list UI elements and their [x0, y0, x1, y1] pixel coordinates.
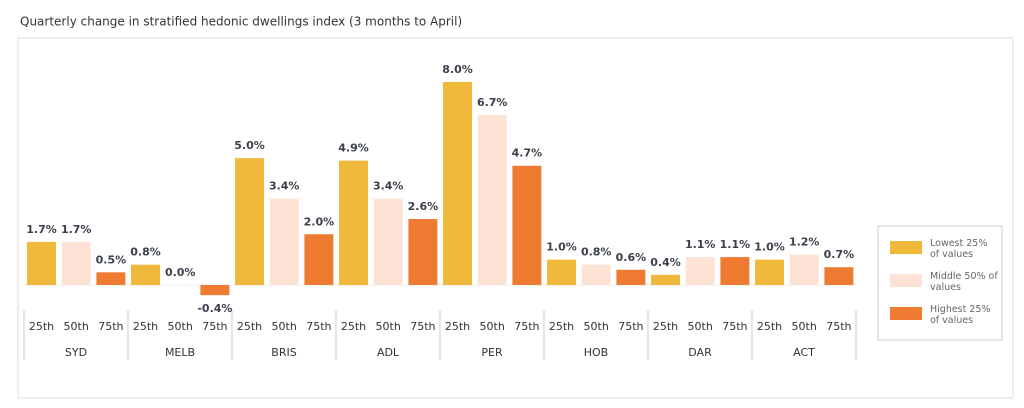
value-label: 6.7%: [477, 96, 508, 109]
value-label: 5.0%: [234, 139, 265, 152]
bar: [96, 272, 126, 285]
sub-tick-label: 50th: [168, 320, 193, 333]
bar: [373, 198, 403, 285]
bar: [61, 241, 91, 285]
x-tick-label: HOB: [584, 346, 608, 359]
bar: [720, 257, 750, 285]
legend-item: Middle 50% of values: [930, 271, 998, 293]
bar: [304, 234, 334, 285]
bar: [131, 264, 160, 285]
value-label: 4.9%: [338, 142, 369, 155]
value-label: 0.8%: [130, 246, 161, 259]
sub-tick-label: 50th: [584, 320, 609, 333]
bar: [547, 259, 576, 285]
bar: [512, 165, 542, 285]
value-label: -0.4%: [197, 302, 232, 315]
value-label: 0.6%: [616, 251, 647, 264]
sub-tick-label: 25th: [445, 320, 470, 333]
value-label: 0.4%: [650, 256, 681, 269]
bar: [165, 285, 195, 286]
x-tick-label: SYD: [65, 346, 87, 359]
bar: [581, 264, 611, 285]
sub-tick-label: 75th: [202, 320, 227, 333]
x-tick-label: ACT: [793, 346, 815, 359]
sub-tick-label: 75th: [722, 320, 747, 333]
bar: [477, 114, 507, 285]
sub-tick-label: 75th: [618, 320, 643, 333]
bar: [200, 285, 230, 296]
sub-tick-label: 25th: [653, 320, 678, 333]
value-label: 0.7%: [824, 248, 855, 261]
value-label: 1.7%: [61, 223, 92, 236]
value-label: 1.1%: [720, 238, 751, 251]
x-tick-label: MELB: [165, 346, 195, 359]
legend-item: Lowest 25% of values: [930, 238, 988, 260]
legend-swatch: [890, 241, 922, 254]
value-label: 3.4%: [373, 180, 404, 193]
value-label: 1.7%: [26, 223, 57, 236]
bar: [269, 198, 299, 285]
sub-tick-label: 50th: [792, 320, 817, 333]
legend-label: Middle 50% of values: [930, 271, 998, 293]
x-tick-label: ADL: [377, 346, 400, 359]
bar: [235, 158, 264, 285]
value-label: 2.6%: [408, 200, 439, 213]
bar: [27, 241, 56, 285]
sub-tick-label: 75th: [514, 320, 539, 333]
x-tick-label: PER: [481, 346, 503, 359]
value-label: 1.0%: [754, 241, 785, 254]
bar: [755, 259, 784, 285]
sub-tick-label: 75th: [306, 320, 331, 333]
x-tick-label: BRIS: [271, 346, 296, 359]
bar: [339, 160, 368, 285]
value-label: 3.4%: [269, 180, 300, 193]
chart-title: Quarterly change in stratified hedonic d…: [20, 15, 462, 29]
value-label: 2.0%: [304, 215, 335, 228]
sub-tick-label: 50th: [272, 320, 297, 333]
legend-label: Lowest 25% of values: [930, 238, 988, 260]
bar: [616, 269, 646, 285]
bar: [408, 219, 438, 285]
sub-tick-label: 75th: [826, 320, 851, 333]
value-label: 0.0%: [165, 266, 196, 279]
plot-frame: [17, 37, 1014, 399]
value-label: 1.1%: [685, 238, 716, 251]
value-label: 4.7%: [512, 147, 543, 160]
sub-tick-label: 25th: [341, 320, 366, 333]
x-tick-label: DAR: [688, 346, 712, 359]
value-label: 0.8%: [581, 246, 612, 259]
sub-tick-label: 75th: [98, 320, 123, 333]
sub-tick-label: 50th: [480, 320, 505, 333]
legend-swatch: [890, 274, 922, 287]
bar: [824, 267, 854, 285]
bar: [789, 254, 819, 285]
sub-tick-label: 25th: [133, 320, 158, 333]
sub-tick-label: 50th: [688, 320, 713, 333]
sub-tick-label: 50th: [376, 320, 401, 333]
bar: [685, 257, 715, 285]
sub-tick-label: 25th: [757, 320, 782, 333]
value-label: 1.0%: [546, 241, 577, 254]
bar: [651, 274, 680, 285]
sub-tick-label: 75th: [410, 320, 435, 333]
legend-box: [877, 225, 1003, 341]
value-label: 1.2%: [789, 236, 820, 249]
sub-tick-label: 25th: [549, 320, 574, 333]
sub-tick-label: 25th: [237, 320, 262, 333]
legend-item: Highest 25% of values: [930, 304, 991, 326]
sub-tick-label: 50th: [64, 320, 89, 333]
bar: [443, 82, 472, 285]
sub-tick-label: 25th: [29, 320, 54, 333]
legend-label: Highest 25% of values: [930, 304, 991, 326]
value-label: 8.0%: [442, 63, 473, 76]
legend-swatch: [890, 307, 922, 320]
value-label: 0.5%: [96, 253, 127, 266]
